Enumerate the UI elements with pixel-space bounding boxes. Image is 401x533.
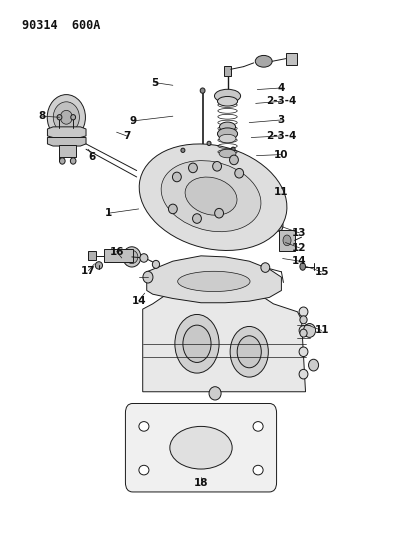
Ellipse shape (214, 208, 223, 218)
Ellipse shape (70, 158, 76, 164)
Ellipse shape (139, 144, 286, 251)
Bar (103, 249, 132, 262)
Text: 17: 17 (81, 266, 95, 276)
Ellipse shape (255, 55, 271, 67)
Ellipse shape (217, 96, 237, 106)
Ellipse shape (219, 134, 235, 143)
Ellipse shape (298, 307, 307, 317)
Ellipse shape (180, 148, 184, 152)
Ellipse shape (59, 158, 65, 164)
Bar (87, 251, 96, 260)
Ellipse shape (260, 263, 269, 272)
Ellipse shape (277, 210, 281, 214)
Ellipse shape (212, 161, 221, 171)
Text: 9: 9 (129, 116, 136, 126)
Ellipse shape (60, 110, 72, 124)
Text: 10: 10 (273, 150, 288, 159)
Ellipse shape (207, 141, 211, 146)
Text: 2-3-4: 2-3-4 (265, 96, 296, 106)
Ellipse shape (298, 369, 307, 379)
Ellipse shape (299, 316, 306, 324)
Ellipse shape (47, 95, 85, 140)
Ellipse shape (53, 102, 79, 133)
Ellipse shape (229, 155, 238, 165)
Ellipse shape (152, 260, 159, 269)
Ellipse shape (237, 336, 261, 368)
Text: 14: 14 (292, 256, 306, 266)
Text: 14: 14 (131, 296, 146, 305)
Ellipse shape (200, 88, 205, 93)
Text: 7: 7 (123, 131, 130, 141)
Ellipse shape (282, 235, 290, 246)
Ellipse shape (253, 422, 262, 431)
Polygon shape (142, 284, 305, 392)
Text: 12: 12 (292, 243, 306, 253)
Bar (224, 66, 230, 76)
Ellipse shape (168, 204, 177, 214)
Ellipse shape (139, 422, 148, 431)
Bar (279, 230, 294, 251)
Ellipse shape (217, 128, 237, 140)
Text: 15: 15 (314, 267, 328, 277)
Ellipse shape (253, 465, 262, 475)
Ellipse shape (219, 122, 235, 132)
Polygon shape (146, 256, 281, 303)
Ellipse shape (172, 172, 181, 182)
Ellipse shape (174, 314, 219, 373)
Text: 5: 5 (151, 78, 158, 87)
Text: 6: 6 (89, 152, 96, 161)
Text: 11: 11 (314, 326, 328, 335)
Ellipse shape (214, 89, 240, 102)
Polygon shape (47, 138, 86, 146)
Text: 16: 16 (109, 247, 124, 256)
Text: 1: 1 (105, 208, 112, 218)
Ellipse shape (303, 324, 315, 337)
Ellipse shape (209, 387, 221, 400)
Ellipse shape (123, 247, 141, 267)
Text: 13: 13 (292, 228, 306, 238)
Text: 8: 8 (38, 111, 46, 121)
Bar (59, 145, 75, 157)
Ellipse shape (299, 329, 306, 337)
Ellipse shape (184, 177, 237, 215)
Ellipse shape (182, 325, 211, 362)
Text: 3: 3 (277, 115, 284, 125)
Text: 4: 4 (277, 83, 284, 93)
Ellipse shape (234, 168, 243, 178)
Ellipse shape (299, 263, 305, 270)
Ellipse shape (126, 250, 138, 264)
Ellipse shape (161, 160, 260, 232)
Text: 11: 11 (273, 187, 288, 197)
Ellipse shape (71, 115, 75, 120)
Ellipse shape (177, 271, 249, 292)
Ellipse shape (169, 426, 232, 469)
Polygon shape (47, 127, 86, 138)
Ellipse shape (192, 214, 201, 223)
Ellipse shape (308, 359, 318, 371)
Ellipse shape (243, 159, 251, 167)
FancyBboxPatch shape (125, 403, 276, 492)
Ellipse shape (298, 326, 307, 335)
Ellipse shape (139, 465, 148, 475)
Ellipse shape (142, 271, 152, 283)
Text: 2-3-4: 2-3-4 (265, 131, 296, 141)
Ellipse shape (219, 149, 235, 158)
Ellipse shape (229, 326, 267, 377)
Ellipse shape (188, 163, 197, 173)
Text: 18: 18 (193, 479, 208, 488)
Ellipse shape (57, 115, 62, 120)
Ellipse shape (95, 262, 102, 269)
Ellipse shape (275, 220, 282, 231)
Ellipse shape (140, 254, 148, 262)
Ellipse shape (231, 147, 235, 151)
Ellipse shape (298, 347, 307, 357)
Bar (285, 53, 296, 65)
Text: 90314  600A: 90314 600A (22, 19, 100, 31)
